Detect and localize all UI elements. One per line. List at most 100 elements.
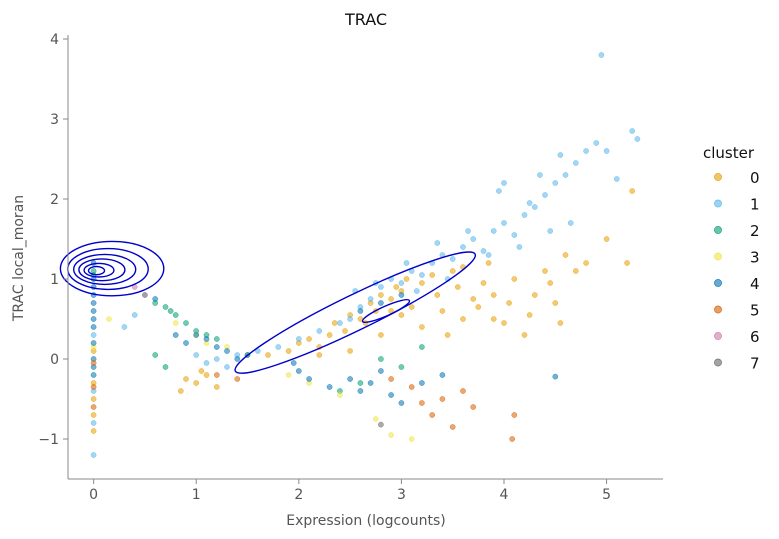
point-cluster-2 — [357, 380, 364, 386]
point-cluster-0 — [193, 380, 200, 386]
point-cluster-0 — [444, 332, 451, 338]
point-cluster-1 — [470, 236, 477, 242]
point-cluster-4 — [295, 368, 302, 374]
point-cluster-0 — [285, 348, 292, 354]
density-contour-left — [83, 262, 115, 278]
point-cluster-4 — [213, 344, 220, 350]
point-cluster-0 — [388, 296, 394, 302]
point-cluster-1 — [121, 324, 128, 330]
point-cluster-4 — [398, 400, 405, 406]
density-contour-main-inner — [361, 299, 411, 323]
point-cluster-1 — [634, 136, 641, 142]
point-cluster-5 — [234, 376, 241, 382]
legend-marker — [714, 279, 722, 287]
point-cluster-1 — [224, 364, 230, 370]
legend-label: 2 — [750, 222, 760, 240]
point-cluster-4 — [90, 324, 97, 330]
legend-label: 4 — [750, 275, 760, 293]
point-cluster-4 — [398, 292, 405, 298]
point-cluster-0 — [475, 304, 482, 310]
point-cluster-1 — [572, 160, 579, 166]
point-cluster-0 — [316, 352, 323, 358]
point-cluster-2 — [183, 320, 189, 326]
point-cluster-4 — [306, 376, 312, 382]
density-contour-left — [78, 258, 126, 282]
point-cluster-0 — [90, 396, 97, 402]
point-cluster-0 — [490, 292, 497, 298]
point-cluster-1 — [511, 232, 518, 238]
point-cluster-1 — [567, 220, 574, 226]
point-cluster-4 — [90, 372, 97, 378]
point-cluster-0 — [393, 284, 400, 290]
point-cluster-1 — [562, 172, 569, 178]
point-cluster-1 — [583, 148, 589, 154]
point-cluster-0 — [501, 320, 507, 326]
x-tick-label: 2 — [294, 487, 303, 503]
point-cluster-0 — [90, 428, 97, 434]
chart-title: TRAC — [344, 10, 387, 29]
point-cluster-2 — [152, 352, 159, 358]
point-cluster-0 — [485, 260, 492, 266]
point-cluster-5 — [460, 388, 466, 394]
point-cluster-3 — [106, 316, 112, 322]
point-cluster-1 — [547, 228, 554, 234]
x-tick-label: 5 — [602, 487, 611, 503]
point-cluster-0 — [511, 276, 518, 282]
y-ticks: −1 0 1 2 3 4 — [38, 32, 68, 448]
legend-label: 0 — [750, 169, 760, 187]
point-cluster-3 — [372, 416, 379, 422]
point-cluster-6 — [142, 292, 148, 298]
point-cluster-0 — [403, 276, 410, 282]
point-cluster-5 — [90, 360, 97, 366]
point-cluster-3 — [172, 320, 179, 326]
point-cluster-1 — [347, 316, 353, 322]
point-cluster-7 — [378, 421, 384, 428]
point-cluster-1 — [275, 344, 282, 350]
point-cluster-1 — [501, 220, 507, 226]
point-cluster-0 — [552, 300, 559, 306]
point-cluster-0 — [183, 376, 189, 382]
point-cluster-1 — [398, 280, 405, 286]
legend-label: 6 — [750, 328, 760, 346]
point-cluster-0 — [480, 280, 487, 286]
point-cluster-4 — [439, 372, 446, 378]
point-cluster-1 — [593, 140, 600, 146]
point-cluster-1 — [480, 248, 487, 254]
point-cluster-4 — [419, 380, 425, 386]
point-cluster-0 — [398, 312, 405, 318]
point-cluster-1 — [603, 148, 610, 154]
point-cluster-1 — [316, 328, 323, 334]
point-cluster-0 — [408, 304, 415, 310]
point-cluster-5 — [449, 424, 456, 430]
point-cluster-0 — [419, 324, 425, 330]
point-cluster-4 — [326, 384, 333, 390]
point-cluster-4 — [90, 308, 97, 314]
point-cluster-4 — [183, 340, 189, 346]
legend-label: 7 — [750, 355, 760, 373]
point-cluster-5 — [439, 396, 446, 402]
point-cluster-4 — [90, 300, 97, 306]
point-cluster-1 — [413, 288, 420, 294]
point-cluster-4 — [357, 388, 364, 394]
point-cluster-0 — [562, 252, 569, 258]
point-cluster-1 — [90, 452, 97, 458]
point-cluster-0 — [378, 292, 384, 298]
point-cluster-0 — [490, 316, 497, 322]
point-cluster-4 — [90, 340, 97, 346]
x-tick-label: 0 — [89, 487, 98, 503]
point-cluster-1 — [531, 204, 538, 210]
point-cluster-0 — [526, 312, 533, 318]
point-cluster-4 — [234, 356, 241, 362]
point-cluster-4 — [367, 380, 374, 386]
point-cluster-3 — [285, 372, 292, 378]
point-cluster-0 — [603, 236, 610, 242]
y-tick-label: 4 — [50, 32, 59, 48]
point-cluster-0 — [306, 336, 312, 342]
point-cluster-4 — [552, 373, 559, 380]
y-tick-label: 3 — [50, 112, 59, 128]
point-cluster-1 — [557, 152, 564, 158]
x-tick-label: 3 — [397, 487, 406, 503]
point-cluster-0 — [203, 372, 210, 378]
point-cluster-1 — [449, 256, 456, 262]
